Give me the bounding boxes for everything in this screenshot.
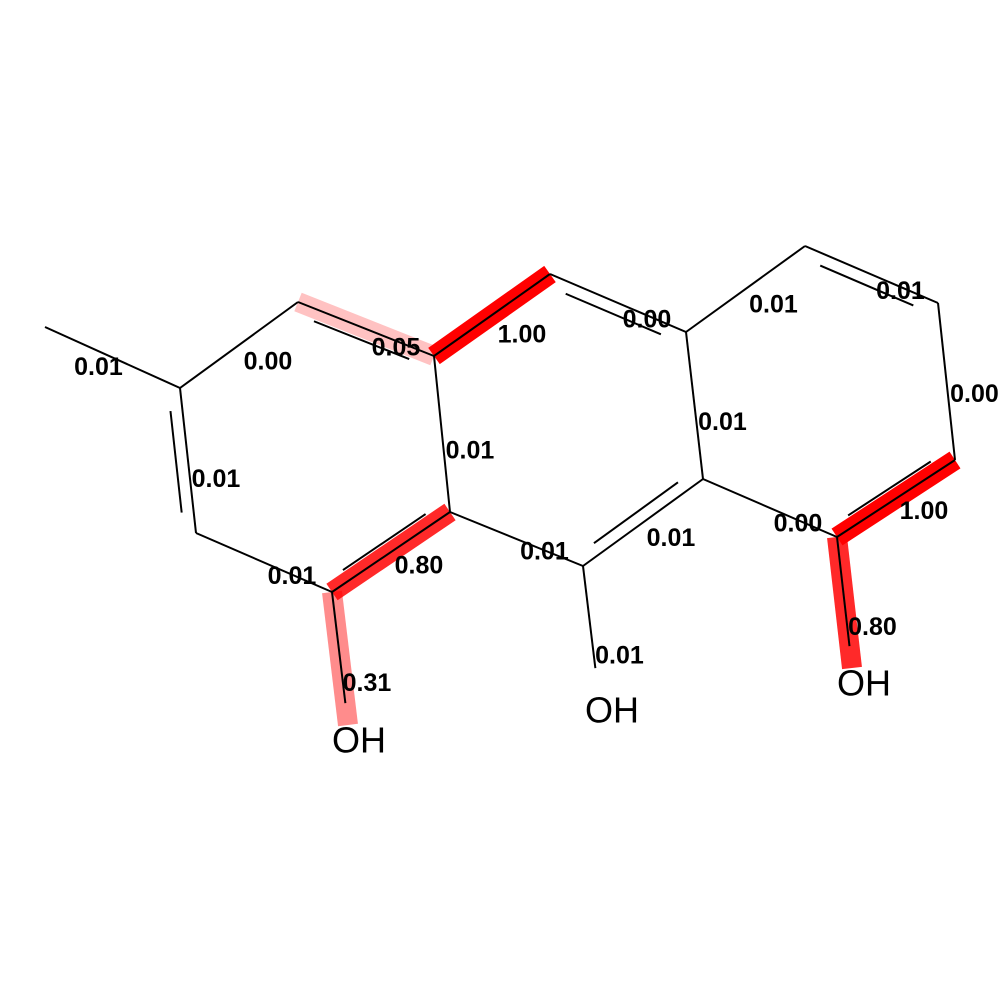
atom-label-hydroxyl: OH xyxy=(332,720,386,761)
bond-b_b4o2 xyxy=(582,565,597,669)
bond-inner-b_c1c2 xyxy=(819,264,914,307)
bond-weight-label: 0.01 xyxy=(647,524,696,552)
bond-inner-b_a4a5 xyxy=(342,513,427,571)
bond-b_a3a4 xyxy=(433,355,451,513)
bond-weight-label: 0.80 xyxy=(848,613,897,641)
bond-weight-label: 1.00 xyxy=(498,321,547,349)
bond-b_b1b2 xyxy=(549,273,687,333)
bond-weight-label: 0.05 xyxy=(372,334,421,362)
bond-weight-label: 0.01 xyxy=(749,291,798,319)
bond-b_b2c1 xyxy=(685,245,806,333)
bond-weight-label: 0.01 xyxy=(520,538,569,566)
bond-inner-b_a2a3 xyxy=(313,320,410,360)
bond-weight-label: 0.01 xyxy=(595,642,644,670)
bond-weight-label: 0.00 xyxy=(950,380,999,408)
bond-weight-label: 0.00 xyxy=(244,348,293,376)
bond-b_b2b3 xyxy=(685,331,704,480)
atom-labels: OH OH OH xyxy=(332,663,891,761)
atom-label-hydroxyl: OH xyxy=(837,663,891,704)
bond-weight-label: 0.80 xyxy=(395,552,444,580)
bond-b_c1c2 xyxy=(804,245,939,304)
bond-weight-label: 0.00 xyxy=(774,510,823,538)
bond-weight-label: 0.01 xyxy=(74,353,123,381)
bond-inner-b_b1b2 xyxy=(565,292,662,336)
bond-b_b3b4 xyxy=(582,478,704,567)
bond-b_c2c3 xyxy=(937,302,956,461)
bond-weight-label: 0.00 xyxy=(623,306,672,334)
bond-b_a2a3 xyxy=(297,301,435,357)
bond-lines xyxy=(44,245,956,704)
bond-b_a5a6 xyxy=(195,532,333,593)
bond-b_a5o1 xyxy=(331,591,347,704)
bond-b_a6a1 xyxy=(179,387,197,534)
bond-weight-label: 0.01 xyxy=(876,277,925,305)
bond-b_c4b3 xyxy=(702,478,838,538)
bond-b_methyl xyxy=(44,326,181,389)
bond-b_a4a5 xyxy=(331,511,451,593)
bond-inner-b_c3c4 xyxy=(847,460,932,517)
bond-weight-label: 0.01 xyxy=(446,437,495,465)
bond-weight-labels: 0.01 0.00 0.05 1.00 0.00 0.01 0.01 0.00 1.00 0.80… xyxy=(74,277,999,697)
bond-b_b4a4 xyxy=(449,511,584,567)
bond-inner-b_a6a1 xyxy=(169,410,183,513)
bond-weight-label: 0.31 xyxy=(343,669,392,697)
bond-inner-b_b3b4 xyxy=(593,481,679,545)
bond-b_c3c4 xyxy=(836,459,956,538)
bond-weight-label: 0.01 xyxy=(268,562,317,590)
bond-weight-label: 1.00 xyxy=(900,497,949,525)
bond-weight-label: 0.01 xyxy=(698,408,747,436)
bond-b_a1a2 xyxy=(179,301,299,389)
bond-b_c4o3 xyxy=(836,536,851,647)
bond-b_a3b1 xyxy=(433,273,551,357)
bond-weight-label: 0.01 xyxy=(192,465,241,493)
atom-label-hydroxyl: OH xyxy=(585,690,639,731)
